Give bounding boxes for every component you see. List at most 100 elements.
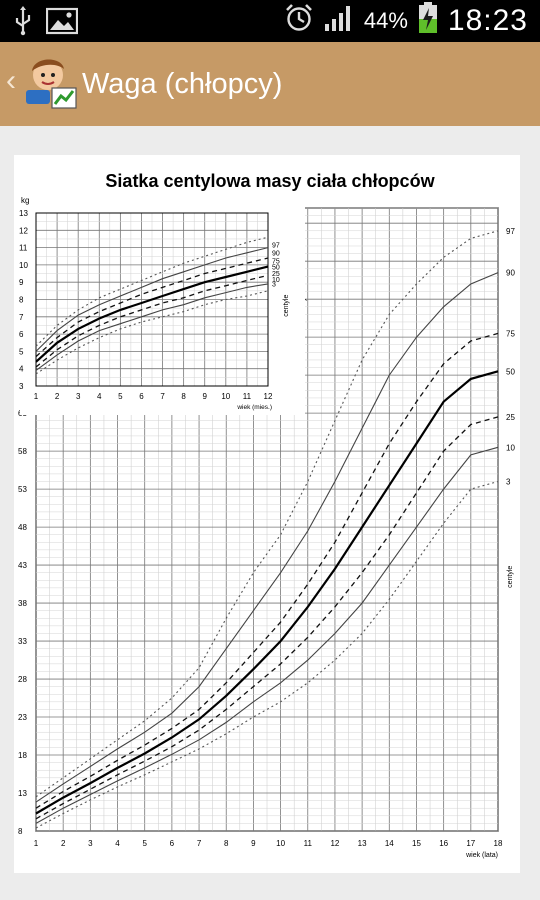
infant-x-tick: 5 [118, 392, 123, 401]
infant-centile-axis-label: centyle [283, 295, 290, 317]
main-x-tick: 12 [330, 839, 339, 848]
main-y-tick: 13 [18, 789, 27, 798]
main-curve-p10 [35, 446, 499, 824]
infant-percentile-label-75: 75 [272, 258, 280, 265]
main-y-tick: 18 [18, 751, 27, 760]
main-x-tick: 15 [412, 839, 421, 848]
signal-icon [324, 4, 354, 38]
main-x-tick: 4 [115, 839, 120, 848]
main-x-tick: 14 [385, 839, 394, 848]
infant-x-tick: 2 [55, 392, 60, 401]
infant-percentile-label-50: 50 [272, 265, 280, 272]
infant-percentile-label-25: 25 [272, 271, 280, 278]
infant-percentile-label-90: 90 [272, 251, 280, 258]
infant-x-tick: 8 [181, 392, 186, 401]
back-chevron-icon[interactable]: ‹ [6, 64, 16, 97]
infant-y-unit: kg [21, 196, 29, 205]
main-x-tick: 13 [358, 839, 367, 848]
infant-chart-curves [35, 236, 269, 375]
infant-percentile-label-10: 10 [272, 277, 280, 284]
infant-x-tick: 10 [221, 392, 230, 401]
main-percentile-label-90: 90 [506, 269, 515, 278]
infant-chart-grid [35, 212, 269, 387]
main-percentile-label-50: 50 [506, 367, 515, 376]
infant-y-tick: 3 [19, 382, 24, 391]
status-bar: 44% 18:23 [0, 0, 540, 42]
infant-x-tick: 4 [97, 392, 102, 401]
main-percentile-label-3: 3 [506, 478, 511, 487]
main-x-tick: 3 [88, 839, 93, 848]
main-y-tick: 53 [18, 485, 27, 494]
infant-x-tick: 9 [203, 392, 208, 401]
infant-y-tick: 4 [19, 365, 24, 374]
infant-x-tick: 12 [264, 392, 273, 401]
infant-percentile-label-3: 3 [272, 281, 276, 288]
infant-curve-p90 [35, 247, 269, 352]
main-curve-p50 [35, 370, 499, 815]
action-bar: ‹ Waga (chłopcy) [0, 42, 540, 126]
main-y-tick: 43 [18, 561, 27, 570]
chart-title: Siatka centylowa masy ciała chłopców [105, 171, 435, 191]
infant-percentile-label-97: 97 [272, 243, 280, 250]
main-x-tick: 18 [494, 839, 503, 848]
infant-x-axis-label: wiek (mies.) [236, 404, 272, 411]
main-percentile-label-75: 75 [506, 329, 515, 338]
infant-y-tick: 8 [19, 296, 24, 305]
infant-y-tick: 11 [19, 244, 28, 253]
usb-icon [14, 6, 32, 41]
infant-x-tick: 6 [139, 392, 144, 401]
infant-y-tick: 7 [19, 313, 24, 322]
main-y-tick: 33 [18, 637, 27, 646]
main-y-tick: 8 [18, 827, 23, 836]
main-percentile-label-97: 97 [506, 227, 515, 236]
infant-curve-p97 [35, 236, 269, 347]
battery-percent: 44% [363, 8, 408, 33]
clock: 18:23 [447, 4, 528, 37]
main-x-tick: 5 [142, 839, 147, 848]
infant-curve-p3 [35, 290, 269, 375]
infant-x-tick: 11 [243, 392, 252, 401]
battery-charging-icon [418, 2, 438, 40]
infant-y-tick: 6 [19, 330, 24, 339]
infant-y-tick: 9 [19, 278, 24, 287]
infant-y-tick: 12 [19, 226, 28, 235]
main-x-tick: 6 [170, 839, 175, 848]
main-centile-axis-label: centyle [507, 566, 514, 588]
main-curve-p3 [35, 480, 499, 829]
main-percentile-label-25: 25 [506, 413, 515, 422]
main-y-tick: 48 [18, 523, 27, 532]
infant-y-tick: 10 [19, 261, 28, 270]
infant-curve-p10 [35, 283, 269, 371]
main-x-tick: 9 [251, 839, 256, 848]
main-x-tick: 2 [61, 839, 66, 848]
infant-x-tick: 7 [160, 392, 165, 401]
main-x-tick: 11 [304, 839, 313, 848]
main-x-tick: 8 [224, 839, 229, 848]
main-curve-p25 [35, 416, 499, 820]
gallery-icon [45, 7, 79, 40]
main-curve-p97 [35, 230, 499, 798]
main-x-tick: 17 [466, 839, 475, 848]
main-y-tick: 28 [18, 675, 27, 684]
main-x-tick: 1 [34, 839, 39, 848]
app-logo-icon[interactable] [24, 54, 80, 112]
screen-title: Waga (chłopcy) [82, 68, 283, 100]
main-y-tick: 58 [18, 447, 27, 456]
alarm-icon [284, 3, 314, 39]
growth-chart: Siatka centylowa masy ciała chłopców 6 3 5… [18, 171, 515, 859]
infant-y-tick: 13 [19, 209, 28, 218]
infant-chart-frame [35, 212, 269, 387]
infant-curve-p50 [35, 265, 269, 363]
infant-y-tick: 5 [19, 347, 24, 356]
infant-x-tick: 3 [76, 392, 81, 401]
main-y-tick: 23 [18, 713, 27, 722]
main-chart-curves [35, 230, 499, 829]
main-curve-p90 [35, 272, 499, 803]
centile-chart-sheet: Siatka centylowa masy ciała chłopców 6 3 5… [14, 155, 520, 873]
main-curve-p75 [35, 332, 499, 809]
infant-x-tick: 1 [34, 392, 39, 401]
main-x-axis-label: wiek (lata) [465, 852, 498, 859]
main-x-tick: 10 [276, 839, 285, 848]
